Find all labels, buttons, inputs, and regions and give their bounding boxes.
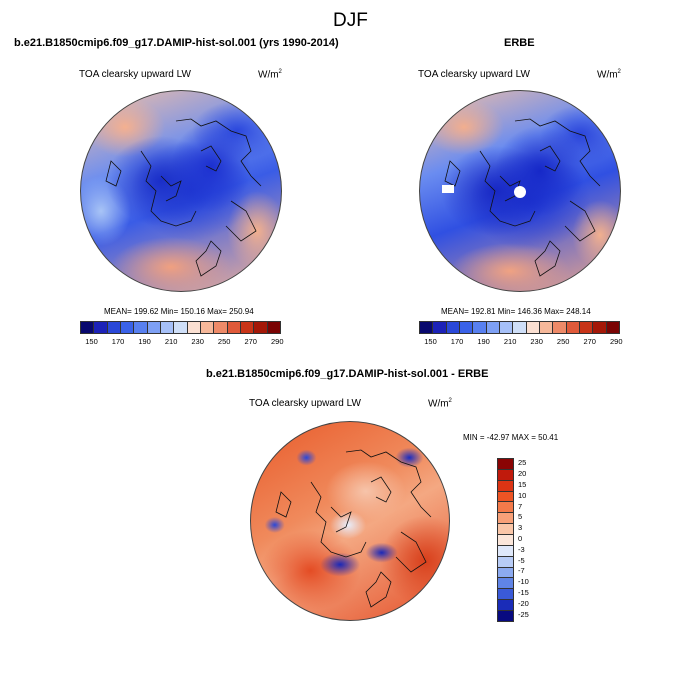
colorbar-tick-label: 10: [518, 490, 527, 500]
colorbar-tick-label: 170: [450, 337, 464, 346]
colorbar-swatch: [498, 502, 513, 514]
colorbar-swatch: [498, 600, 513, 612]
panel3-stats: MIN = -42.97 MAX = 50.41: [463, 433, 559, 442]
colorbar-tick-label: 190: [138, 337, 151, 346]
colorbar-swatch: [498, 535, 513, 546]
colorbar-tick-label: 7: [518, 501, 523, 511]
colorbar-swatch: [498, 578, 513, 590]
colorbar-swatch: [200, 322, 215, 333]
colorbar-swatch: [539, 322, 554, 333]
colorbar-swatch: [459, 322, 474, 333]
colorbar-swatch: [94, 322, 108, 333]
colorbar-tick-label: -3: [518, 544, 525, 554]
colorbar-swatch: [498, 459, 513, 470]
colorbar-tick-label: 270: [244, 337, 257, 346]
panel1-coastlines: [105, 118, 262, 277]
colorbar-swatch: [420, 322, 434, 333]
colorbar-swatch: [187, 322, 201, 333]
panel2-stats: MEAN= 192.81 Min= 146.36 Max= 248.14: [441, 307, 591, 316]
colorbar-tick-label: 210: [164, 337, 178, 346]
panel3-title: b.e21.B1850cmip6.f09_g17.DAMIP-hist-sol.…: [206, 368, 489, 380]
colorbar-swatch: [498, 491, 513, 503]
colorbar-swatch: [214, 322, 228, 333]
panel2-title: ERBE: [504, 37, 535, 49]
colorbar-swatch: [134, 322, 148, 333]
colorbar-swatch: [433, 322, 447, 333]
colorbar-tick-label: 290: [271, 337, 284, 346]
colorbar-swatch: [498, 524, 513, 536]
colorbar-tick-label: 170: [111, 337, 125, 346]
panel2-variable: TOA clearsky upward LW: [418, 69, 530, 80]
colorbar-swatch: [498, 545, 513, 557]
colorbar-tick-label: 290: [610, 337, 623, 346]
colorbar-swatch: [486, 322, 500, 333]
colorbar-tick-label: -25: [518, 609, 529, 619]
colorbar-tick-label: 5: [518, 512, 523, 522]
colorbar-swatch: [498, 567, 513, 579]
colorbar-tick-label: 270: [583, 337, 596, 346]
colorbar-tick-label: 15: [518, 480, 527, 489]
colorbar-tick-label: -7: [518, 566, 525, 576]
colorbar-swatch: [593, 322, 607, 333]
colorbar-swatch: [160, 322, 175, 333]
colorbar-swatch: [498, 589, 513, 601]
panel1-title: b.e21.B1850cmip6.f09_g17.DAMIP-hist-sol.…: [14, 37, 339, 49]
colorbar-tick-label: -10: [518, 577, 529, 587]
colorbar-swatch: [498, 480, 513, 492]
colorbar-swatch: [498, 513, 513, 525]
colorbar-swatch: [566, 322, 580, 333]
colorbar-swatch: [498, 469, 513, 481]
colorbar-swatch: [147, 322, 161, 333]
colorbar-swatch: [81, 322, 95, 333]
colorbar-swatch: [240, 322, 255, 333]
colorbar-swatch: [446, 322, 460, 333]
colorbar-swatch: [553, 322, 567, 333]
colorbar-swatch: [513, 322, 527, 333]
colorbar-tick-label: -5: [518, 555, 525, 565]
colorbar-tick-label: 230: [191, 337, 204, 346]
panel2-coastlines: [442, 118, 601, 277]
panel1-variable: TOA clearsky upward LW: [79, 69, 191, 80]
panel1-map: [80, 90, 282, 292]
panel2-colorbar: [419, 321, 620, 334]
colorbar-swatch: [499, 322, 514, 333]
colorbar-tick-label: 250: [217, 337, 231, 346]
colorbar-tick-label: 25: [518, 458, 527, 468]
panel3-colorbar: [497, 458, 514, 622]
figure-title: DJF: [333, 10, 368, 31]
panel1-units: W/m2: [258, 69, 282, 81]
panel3-map: [250, 421, 450, 621]
colorbar-swatch: [473, 322, 487, 333]
colorbar-swatch: [267, 322, 280, 333]
colorbar-swatch: [254, 322, 268, 333]
panel3-variable: TOA clearsky upward LW: [249, 398, 361, 409]
colorbar-tick-label: -20: [518, 598, 529, 608]
colorbar-tick-label: -15: [518, 588, 529, 597]
colorbar-tick-label: 20: [518, 469, 527, 479]
colorbar-tick-label: 0: [518, 534, 523, 543]
colorbar-swatch: [120, 322, 135, 333]
colorbar-tick-label: 230: [530, 337, 543, 346]
colorbar-swatch: [498, 611, 513, 621]
colorbar-tick-label: 150: [424, 337, 437, 346]
colorbar-swatch: [227, 322, 241, 333]
colorbar-swatch: [498, 556, 513, 568]
panel3-units: W/m2: [428, 398, 452, 410]
colorbar-tick-label: 250: [556, 337, 570, 346]
colorbar-swatch: [174, 322, 188, 333]
colorbar-swatch: [107, 322, 121, 333]
colorbar-tick-label: 150: [85, 337, 98, 346]
panel1-stats: MEAN= 199.62 Min= 150.16 Max= 250.94: [104, 307, 254, 316]
panel1-colorbar: [80, 321, 281, 334]
panel2-units: W/m2: [597, 69, 621, 81]
colorbar-tick-label: 190: [477, 337, 490, 346]
colorbar-tick-label: 3: [518, 523, 523, 533]
colorbar-swatch: [606, 322, 619, 333]
panel3-coastlines: [275, 449, 432, 608]
colorbar-swatch: [579, 322, 594, 333]
colorbar-swatch: [526, 322, 540, 333]
colorbar-tick-label: 210: [503, 337, 517, 346]
panel2-map: [419, 90, 621, 292]
